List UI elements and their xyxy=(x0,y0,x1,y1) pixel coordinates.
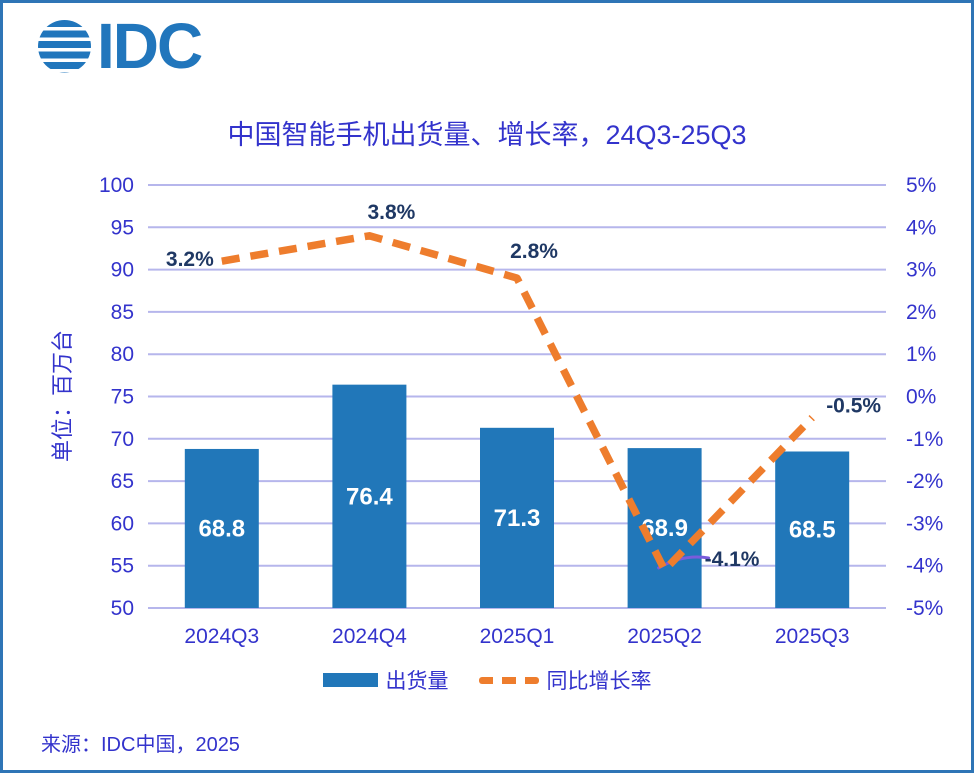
chart-canvas: 100 95 90 85 80 75 70 65 60 55 50 5% 4% 3% 2% 1% 0% -1% -2… xyxy=(99,174,943,648)
x-axis-label-2024Q4: 2024Q4 xyxy=(332,625,407,648)
legend-item-growth: 同比增长率 xyxy=(478,665,652,695)
growth-value-label: -0.5% xyxy=(826,395,881,418)
left-axis-tick: 75 xyxy=(111,386,134,409)
growth-value-label: 3.8% xyxy=(367,201,415,224)
bar-2025Q3 xyxy=(775,451,850,608)
bar-2024Q4 xyxy=(332,384,407,608)
right-axis-tick: -3% xyxy=(906,512,943,535)
idc-logo: IDC xyxy=(38,10,203,82)
legend: 出货量 同比增长率 xyxy=(3,665,971,695)
right-axis-tick: 2% xyxy=(906,301,936,324)
growth-value-label: 3.2% xyxy=(166,248,214,271)
left-axis-tick: 85 xyxy=(111,301,134,324)
bar-value-label: 71.3 xyxy=(494,505,541,532)
chart-title: 中国智能手机出货量、增长率，24Q3-25Q3 xyxy=(227,120,747,150)
bar-value-label: 68.5 xyxy=(789,517,836,544)
left-axis-tick: 95 xyxy=(111,216,134,239)
left-axis-tick: 100 xyxy=(99,174,134,197)
legend-item-shipments: 出货量 xyxy=(322,665,449,695)
left-axis-tick: 80 xyxy=(111,343,134,366)
x-axis-label-2025Q2: 2025Q2 xyxy=(627,625,702,648)
left-axis-tick: 60 xyxy=(111,512,134,535)
line-series-swatch xyxy=(478,676,539,684)
bar-series-swatch xyxy=(322,673,378,687)
right-axis-tick: -1% xyxy=(906,428,943,451)
right-axis-tick: 5% xyxy=(906,174,936,197)
left-axis-tick: 65 xyxy=(111,470,134,493)
right-axis-tick: -2% xyxy=(906,470,943,493)
left-axis-tick: 70 xyxy=(111,428,134,451)
growth-value-label: 2.8% xyxy=(510,240,558,263)
idc-logo-text: IDC xyxy=(97,10,203,82)
x-axis-label-2024Q3: 2024Q3 xyxy=(184,625,259,648)
bar-value-label: 76.4 xyxy=(346,483,393,510)
growth-value-label: -4.1% xyxy=(705,548,760,571)
legend-label-shipments: 出货量 xyxy=(385,670,449,693)
legend-label-growth: 同比增长率 xyxy=(546,670,652,693)
x-axis-label-2025Q1: 2025Q1 xyxy=(480,625,555,648)
right-axis-tick: -5% xyxy=(906,597,943,620)
right-axis-tick: 4% xyxy=(906,216,936,239)
bar-2024Q3 xyxy=(184,448,259,608)
left-axis-tick: 90 xyxy=(111,259,134,282)
right-axis-tick: 3% xyxy=(906,259,936,282)
bar-2025Q1 xyxy=(480,427,554,608)
idc-globe-icon xyxy=(38,20,91,73)
right-axis-tick: 0% xyxy=(906,386,936,409)
right-axis-tick: -4% xyxy=(906,555,943,578)
right-axis-tick: 1% xyxy=(906,343,936,366)
source-text: 来源：IDC中国，2025 xyxy=(41,734,240,756)
bar-value-label: 68.8 xyxy=(198,515,245,542)
growth-line xyxy=(221,232,815,574)
x-axis-label-2025Q3: 2025Q3 xyxy=(775,625,850,648)
left-axis-tick: 50 xyxy=(111,597,134,620)
left-axis-tick: 55 xyxy=(111,555,134,578)
